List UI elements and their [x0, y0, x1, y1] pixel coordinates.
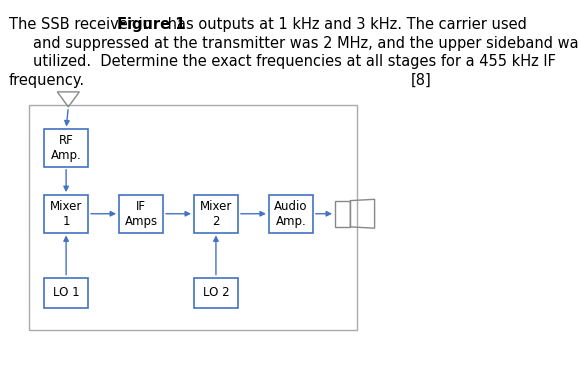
Text: RF
Amp.: RF Amp. — [51, 134, 82, 162]
Text: LO 2: LO 2 — [203, 286, 229, 299]
Text: and suppressed at the transmitter was 2 MHz, and the upper sideband was: and suppressed at the transmitter was 2 … — [33, 36, 579, 51]
FancyBboxPatch shape — [44, 129, 88, 167]
Text: Audio
Amp.: Audio Amp. — [274, 200, 307, 228]
Text: [8]: [8] — [411, 73, 432, 88]
FancyBboxPatch shape — [335, 201, 350, 227]
Text: Mixer
1: Mixer 1 — [50, 200, 82, 228]
FancyBboxPatch shape — [194, 278, 238, 308]
FancyBboxPatch shape — [44, 278, 88, 308]
Text: utilized.  Determine the exact frequencies at all stages for a 455 kHz IF: utilized. Determine the exact frequencie… — [33, 54, 556, 69]
FancyBboxPatch shape — [119, 195, 163, 232]
Text: The SSB receiver in: The SSB receiver in — [9, 17, 156, 32]
FancyBboxPatch shape — [28, 105, 357, 330]
Text: has outputs at 1 kHz and 3 kHz. The carrier used: has outputs at 1 kHz and 3 kHz. The carr… — [163, 17, 526, 32]
Text: LO 1: LO 1 — [53, 286, 79, 299]
FancyBboxPatch shape — [44, 195, 88, 232]
FancyBboxPatch shape — [269, 195, 313, 232]
FancyBboxPatch shape — [194, 195, 238, 232]
Text: Mixer
2: Mixer 2 — [200, 200, 232, 228]
Text: Figure 1: Figure 1 — [117, 17, 185, 32]
Text: IF
Amps: IF Amps — [124, 200, 157, 228]
Text: frequency.: frequency. — [9, 73, 85, 88]
